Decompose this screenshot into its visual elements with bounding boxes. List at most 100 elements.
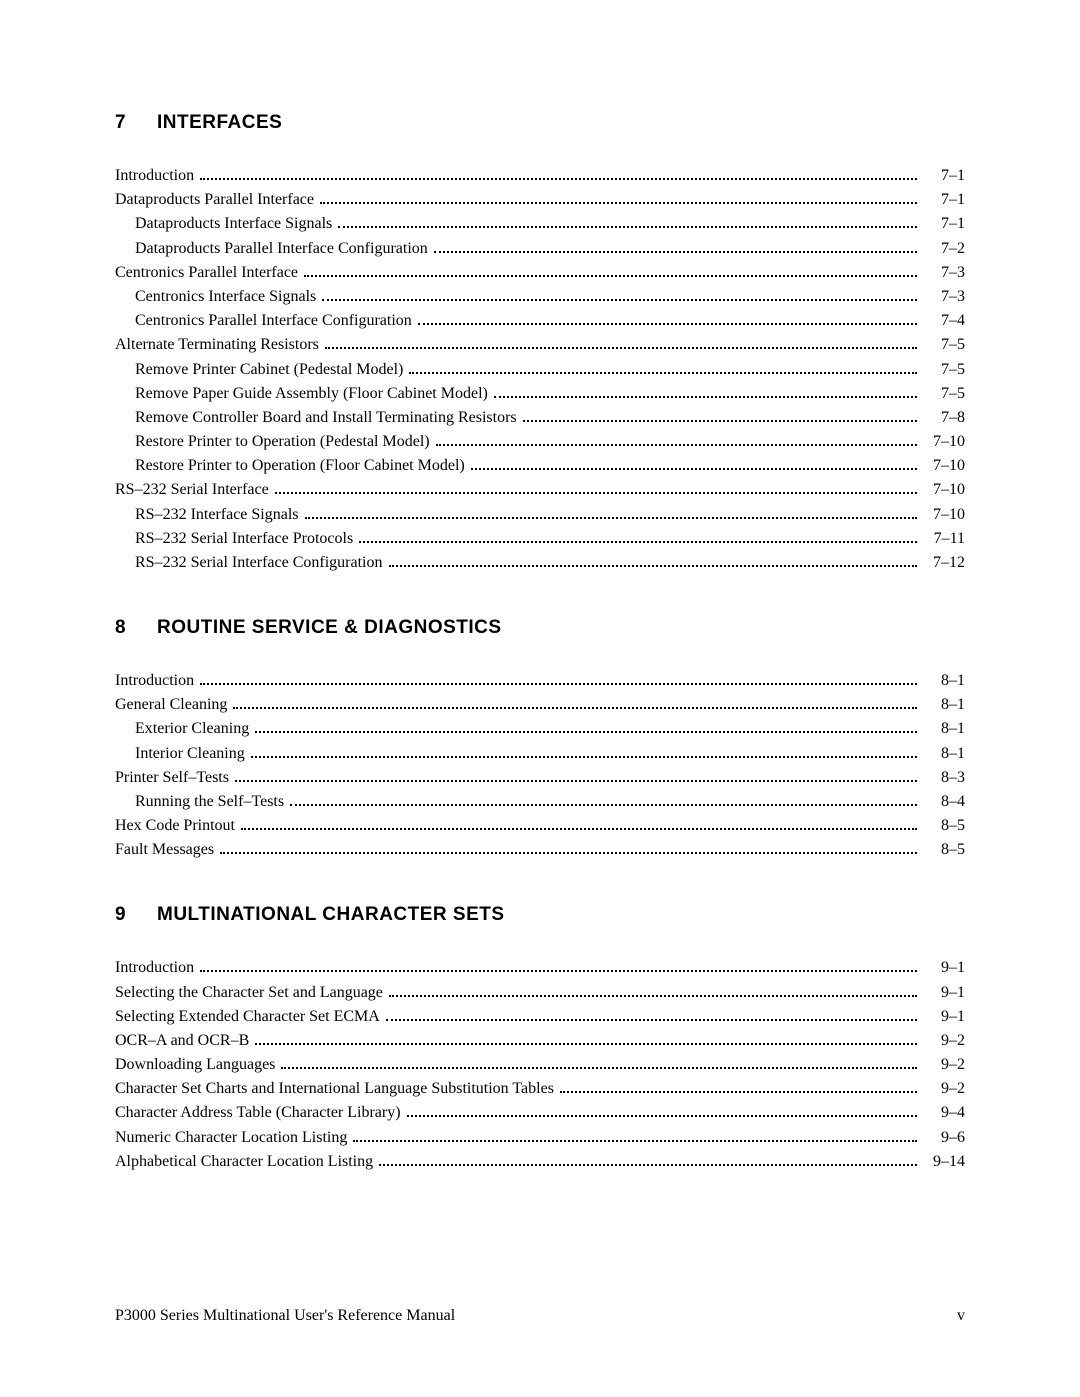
toc-leader-dots bbox=[200, 970, 917, 972]
toc-entry: Introduction 9–1 bbox=[115, 960, 965, 976]
chapter-number: 9 bbox=[115, 904, 157, 926]
toc-entry-label: Centronics Parallel Interface bbox=[115, 265, 298, 281]
toc-leader-dots bbox=[290, 804, 917, 806]
toc-entry-label: Remove Paper Guide Assembly (Floor Cabin… bbox=[135, 386, 488, 402]
toc-entry-page: 7–10 bbox=[921, 507, 965, 523]
toc-page: 7INTERFACESIntroduction7–1Dataproducts P… bbox=[0, 0, 1080, 1170]
toc-leader-dots bbox=[305, 517, 917, 519]
toc-entry-page: 7–10 bbox=[921, 482, 965, 498]
toc-entry: RS–232 Serial Interface Protocols7–11 bbox=[115, 531, 965, 547]
toc-entry-label: Dataproducts Parallel Interface Configur… bbox=[135, 241, 428, 257]
footer-right: v bbox=[957, 1307, 965, 1325]
toc-leader-dots bbox=[434, 251, 917, 253]
toc-entry-page: 7–10 bbox=[921, 434, 965, 450]
toc-entry: Remove Controller Board and Install Term… bbox=[115, 410, 965, 426]
page-footer: P3000 Series Multinational User's Refere… bbox=[115, 1307, 965, 1325]
toc-leader-dots bbox=[251, 756, 917, 758]
toc-entry: Restore Printer to Operation (Floor Cabi… bbox=[115, 458, 965, 474]
toc-entry-page: 7–12 bbox=[921, 555, 965, 571]
chapter-number: 7 bbox=[115, 112, 157, 134]
toc-entry-label: Running the Self–Tests bbox=[135, 794, 284, 810]
toc-entry: Dataproducts Interface Signals 7–1 bbox=[115, 216, 965, 232]
toc-entry: Introduction 8–1 bbox=[115, 673, 965, 689]
toc-leader-dots bbox=[386, 1019, 917, 1021]
toc-entry-page: 9–4 bbox=[921, 1105, 965, 1121]
toc-entry-label: Dataproducts Interface Signals bbox=[135, 216, 332, 232]
toc-leader-dots bbox=[220, 852, 917, 854]
chapter-title: MULTINATIONAL CHARACTER SETS bbox=[157, 904, 505, 926]
toc-entry-label: Selecting Extended Character Set ECMA bbox=[115, 1009, 380, 1025]
toc-entry-page: 8–1 bbox=[921, 697, 965, 713]
toc-entry-page: 7–1 bbox=[921, 192, 965, 208]
chapter-section: 9MULTINATIONAL CHARACTER SETS Introductio… bbox=[115, 904, 965, 1170]
toc-entry-label: Introduction bbox=[115, 168, 194, 184]
toc-entry: Fault Messages8–5 bbox=[115, 842, 965, 858]
toc-entry-label: Character Address Table (Character Libra… bbox=[115, 1105, 401, 1121]
toc-entry: Interior Cleaning8–1 bbox=[115, 746, 965, 762]
chapters-container: 7INTERFACESIntroduction7–1Dataproducts P… bbox=[115, 112, 965, 1170]
toc-entry-page: 7–3 bbox=[921, 289, 965, 305]
toc-entry: General Cleaning 8–1 bbox=[115, 697, 965, 713]
toc-entry-page: 9–1 bbox=[921, 960, 965, 976]
toc-entry-label: Printer Self–Tests bbox=[115, 770, 229, 786]
toc-leader-dots bbox=[494, 396, 917, 398]
toc-leader-dots bbox=[523, 420, 917, 422]
toc-entry: Alternate Terminating Resistors7–5 bbox=[115, 337, 965, 353]
toc-entry-label: Dataproducts Parallel Interface bbox=[115, 192, 314, 208]
toc-entry: RS–232 Interface Signals 7–10 bbox=[115, 507, 965, 523]
toc-entry-page: 7–5 bbox=[921, 337, 965, 353]
chapter-heading: 7INTERFACES bbox=[115, 112, 965, 134]
toc-entry: Remove Printer Cabinet (Pedestal Model) 7… bbox=[115, 362, 965, 378]
toc-entry: Exterior Cleaning 8–1 bbox=[115, 721, 965, 737]
toc-entry: Selecting the Character Set and Language… bbox=[115, 985, 965, 1001]
toc-entry: Centronics Parallel Interface Configurat… bbox=[115, 313, 965, 329]
toc-entry-label: Downloading Languages bbox=[115, 1057, 275, 1073]
toc-leader-dots bbox=[233, 707, 917, 709]
toc-entry-label: OCR–A and OCR–B bbox=[115, 1033, 249, 1049]
toc-entry-page: 7–8 bbox=[921, 410, 965, 426]
toc-entry-page: 8–1 bbox=[921, 673, 965, 689]
toc-leader-dots bbox=[389, 995, 917, 997]
toc-entry-page: 8–5 bbox=[921, 842, 965, 858]
toc-entry-page: 7–5 bbox=[921, 386, 965, 402]
toc-leader-dots bbox=[409, 372, 917, 374]
toc-entry: Alphabetical Character Location Listing9… bbox=[115, 1154, 965, 1170]
toc-entry-label: Introduction bbox=[115, 673, 194, 689]
toc-leader-dots bbox=[418, 323, 917, 325]
toc-leader-dots bbox=[304, 275, 917, 277]
toc-entry-label: General Cleaning bbox=[115, 697, 227, 713]
footer-left: P3000 Series Multinational User's Refere… bbox=[115, 1307, 455, 1325]
toc-entry-label: RS–232 Serial Interface bbox=[115, 482, 269, 498]
toc-entry: Printer Self–Tests8–3 bbox=[115, 770, 965, 786]
toc-entry-label: Interior Cleaning bbox=[135, 746, 245, 762]
toc-entry-page: 8–5 bbox=[921, 818, 965, 834]
toc-leader-dots bbox=[407, 1115, 917, 1117]
toc-entry-label: Remove Printer Cabinet (Pedestal Model) bbox=[135, 362, 403, 378]
toc-entry-page: 7–2 bbox=[921, 241, 965, 257]
toc-entry: Dataproducts Parallel Interface 7–1 bbox=[115, 192, 965, 208]
toc-leader-dots bbox=[353, 1140, 917, 1142]
toc-entry: Selecting Extended Character Set ECMA 9–1 bbox=[115, 1009, 965, 1025]
toc-entry: Character Address Table (Character Libra… bbox=[115, 1105, 965, 1121]
toc-entry-page: 8–4 bbox=[921, 794, 965, 810]
toc-entry-label: Hex Code Printout bbox=[115, 818, 235, 834]
toc-entry-label: Numeric Character Location Listing bbox=[115, 1130, 347, 1146]
toc-entry-label: RS–232 Interface Signals bbox=[135, 507, 299, 523]
toc-entry-page: 7–10 bbox=[921, 458, 965, 474]
toc-entry-page: 7–1 bbox=[921, 168, 965, 184]
toc-leader-dots bbox=[338, 226, 917, 228]
toc-entry-label: Restore Printer to Operation (Floor Cabi… bbox=[135, 458, 465, 474]
toc-entry-page: 7–1 bbox=[921, 216, 965, 232]
toc-entry-page: 8–1 bbox=[921, 721, 965, 737]
toc-entry-label: Introduction bbox=[115, 960, 194, 976]
toc-entry-label: Exterior Cleaning bbox=[135, 721, 249, 737]
chapter-section: 8ROUTINE SERVICE & DIAGNOSTICSIntroducti… bbox=[115, 617, 965, 858]
toc-entry-page: 7–5 bbox=[921, 362, 965, 378]
toc-entry: Remove Paper Guide Assembly (Floor Cabin… bbox=[115, 386, 965, 402]
toc-entry: RS–232 Serial Interface Configuration7–1… bbox=[115, 555, 965, 571]
toc-leader-dots bbox=[471, 468, 917, 470]
toc-entry-label: Centronics Parallel Interface Configurat… bbox=[135, 313, 412, 329]
toc-leader-dots bbox=[255, 1043, 917, 1045]
toc-entry-page: 9–1 bbox=[921, 1009, 965, 1025]
toc-entry: RS–232 Serial Interface 7–10 bbox=[115, 482, 965, 498]
